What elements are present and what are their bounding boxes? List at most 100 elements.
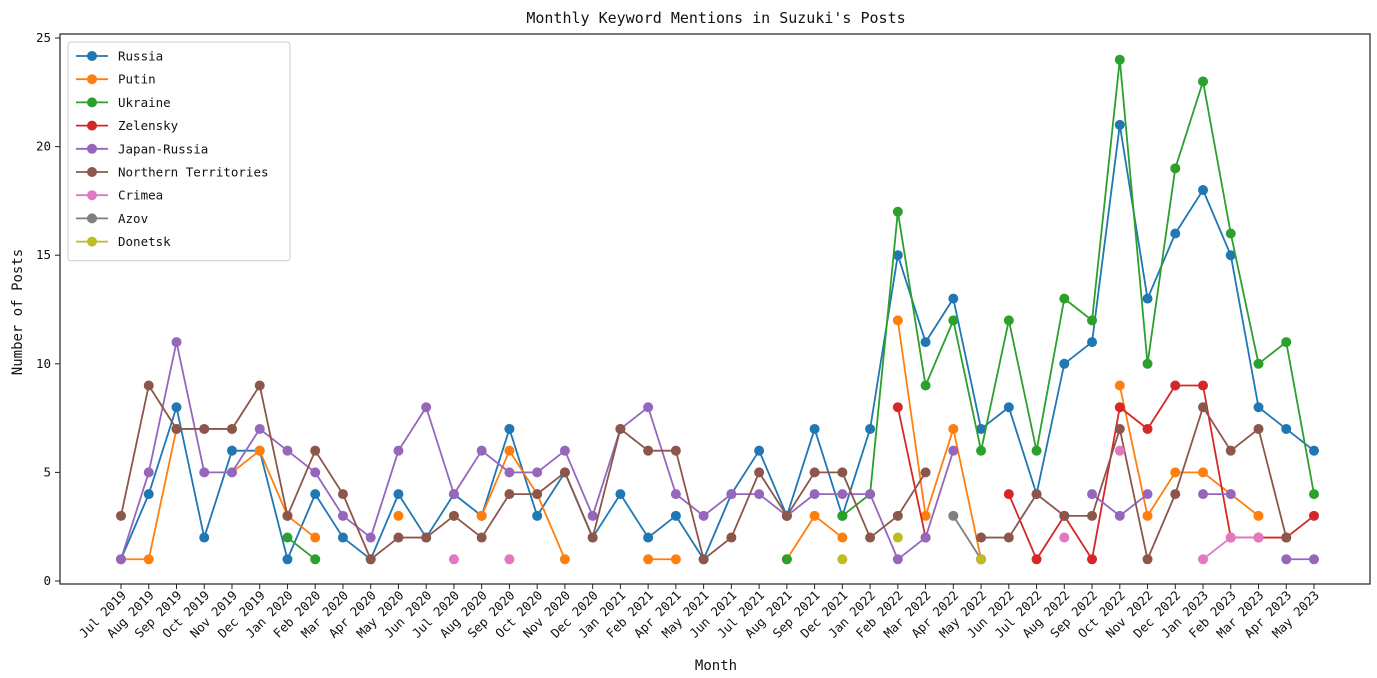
data-point: [1253, 423, 1264, 434]
series-line-segment: [1035, 363, 1066, 495]
data-point: [809, 510, 820, 521]
data-point: [1253, 402, 1264, 413]
series-line-segment: [1007, 320, 1038, 451]
data-point: [1253, 358, 1264, 369]
series-line-segment: [314, 450, 344, 495]
series-line-segment: [1091, 428, 1121, 517]
series-line-segment: [786, 428, 816, 517]
series-line-segment: [924, 298, 955, 343]
data-point: [1198, 467, 1209, 478]
series-line-segment: [231, 428, 261, 473]
legend-marker: [87, 236, 97, 247]
series-crimea: [448, 445, 1264, 565]
data-point: [587, 510, 598, 521]
data-point: [1198, 76, 1209, 87]
series-line-segment: [619, 428, 649, 452]
data-point: [1309, 489, 1319, 500]
data-point: [976, 445, 987, 456]
plot-area-frame: [59, 33, 1371, 585]
data-point: [948, 315, 959, 326]
y-axis-label: Number of Posts: [10, 249, 26, 375]
data-point: [643, 532, 654, 543]
legend-entry: Zelensky: [76, 118, 179, 133]
data-point: [1087, 489, 1098, 500]
data-point: [1142, 510, 1153, 521]
data-point: [448, 510, 459, 521]
series-line-segment: [924, 428, 955, 517]
data-point: [837, 489, 848, 500]
data-point: [393, 510, 404, 521]
series-line-segment: [952, 515, 982, 560]
data-point: [948, 510, 959, 521]
data-point: [670, 554, 681, 565]
legend-label: Northern Territories: [118, 165, 269, 180]
series-line-segment: [536, 449, 566, 474]
data-point: [754, 467, 765, 478]
series-line-segment: [314, 493, 344, 539]
data-point: [948, 293, 959, 304]
series-line-segment: [591, 428, 622, 538]
data-point: [698, 554, 709, 565]
series-line-segment: [1202, 536, 1232, 560]
series-line-segment: [453, 515, 483, 539]
data-point: [476, 532, 487, 543]
series-line-segment: [120, 385, 150, 517]
series-line-segment: [1035, 515, 1066, 560]
data-point: [504, 423, 515, 434]
data-point: [143, 489, 154, 500]
data-point: [1170, 489, 1181, 500]
series-line-segment: [1091, 407, 1121, 560]
series-line-segment: [1257, 428, 1288, 538]
data-point: [781, 554, 792, 565]
data-point: [1087, 510, 1098, 521]
data-point: [754, 489, 765, 500]
data-point: [1087, 337, 1098, 348]
legend-label: Crimea: [118, 188, 163, 203]
data-point: [476, 510, 487, 521]
series-line-segment: [536, 493, 566, 560]
series-line-segment: [231, 449, 261, 474]
series-line-segment: [980, 320, 1010, 451]
data-point: [698, 510, 709, 521]
data-point: [1309, 554, 1319, 565]
data-point: [254, 380, 265, 391]
data-point: [1225, 228, 1236, 239]
legend-label: Zelensky: [118, 118, 179, 133]
y-tick-label: 25: [36, 30, 51, 45]
series-line-segment: [481, 449, 510, 474]
series-line-segment: [480, 493, 511, 539]
data-point: [254, 423, 265, 434]
data-point: [143, 467, 154, 478]
series-line-segment: [425, 493, 455, 539]
data-point: [1170, 228, 1181, 239]
legend-label: Donetsk: [118, 234, 171, 249]
series-line-segment: [1229, 255, 1260, 408]
series-line-segment: [703, 493, 732, 517]
series-line-segment: [1202, 81, 1232, 234]
data-point: [504, 467, 515, 478]
series-line-segment: [1202, 406, 1232, 452]
series-line-segment: [869, 255, 899, 430]
legend-entry: Northern Territories: [76, 165, 269, 180]
data-point: [282, 532, 293, 543]
data-point: [920, 337, 931, 348]
series-line-segment: [536, 471, 566, 517]
data-point: [199, 423, 210, 434]
legend-entry: Ukraine: [76, 95, 171, 110]
series-line-segment: [758, 450, 788, 517]
data-point: [643, 554, 654, 565]
data-point: [976, 423, 987, 434]
series-line-segment: [1146, 385, 1177, 430]
data-point: [892, 315, 903, 326]
data-point: [310, 554, 321, 565]
data-point: [1170, 467, 1181, 478]
data-point: [920, 532, 931, 543]
series-line-segment: [397, 406, 427, 452]
series-line-segment: [702, 493, 733, 560]
data-point: [920, 510, 931, 521]
series-line-segment: [286, 450, 317, 517]
series-line-segment: [758, 471, 788, 517]
data-point: [1031, 445, 1042, 456]
data-point: [1170, 380, 1181, 391]
